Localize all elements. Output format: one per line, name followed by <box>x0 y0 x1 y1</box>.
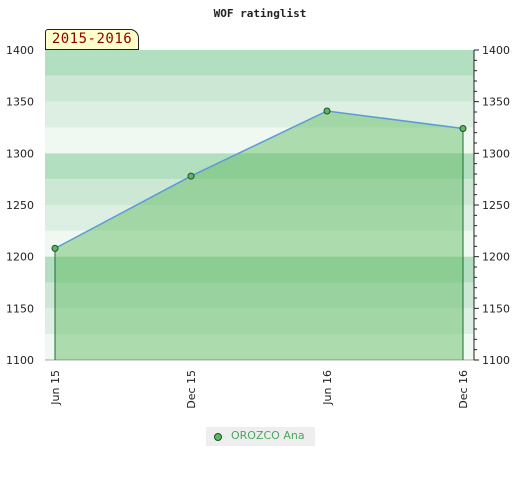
period-label: 2015-2016 <box>51 31 133 47</box>
background-band <box>45 282 474 309</box>
y-tick-label-left: 1200 <box>6 251 34 264</box>
background-band <box>45 256 474 283</box>
y-tick-label-left: 1300 <box>6 147 34 160</box>
data-point <box>51 244 59 252</box>
background-band <box>45 127 474 154</box>
background-band <box>45 205 474 231</box>
marker-drop-lines <box>54 128 464 360</box>
y-tick-label-left: 1350 <box>6 96 34 109</box>
period-badge: 2015-2016 <box>45 29 139 50</box>
background-band <box>45 230 474 257</box>
y-tick-label-right: 1400 <box>482 44 510 57</box>
axes: 1100 1100 1150 1150 1200 1200 1250 1250 1300 1300… <box>6 44 510 409</box>
background-band <box>45 75 474 102</box>
data-point <box>323 107 331 115</box>
y-tick-label-right: 1350 <box>482 96 510 109</box>
background-band <box>45 179 474 205</box>
plot-background-bands <box>45 50 474 360</box>
x-tick-label: Jun 16 <box>321 370 334 406</box>
y-tick-label-left: 1250 <box>6 199 34 212</box>
series-area-fill <box>55 110 463 360</box>
y-tick-label-right: 1100 <box>482 354 510 367</box>
series-area <box>54 110 464 360</box>
y-tick-label-left: 1100 <box>6 354 34 367</box>
y-tick-label-left: 1400 <box>6 44 34 57</box>
series-markers <box>51 107 467 252</box>
y-tick-label-right: 1250 <box>482 199 510 212</box>
y-tick-label-right: 1300 <box>482 147 510 160</box>
series-line <box>54 110 464 250</box>
y-tick-label-right: 1200 <box>482 251 510 264</box>
background-band <box>45 101 474 128</box>
x-tick-label: Dec 16 <box>457 370 470 409</box>
chart-title: WOF ratinglist <box>214 7 307 20</box>
legend-label: OROZCO Ana <box>231 429 305 442</box>
background-band <box>45 153 474 180</box>
background-band <box>45 308 474 335</box>
y-tick-label-left: 1150 <box>6 302 34 315</box>
data-point <box>459 125 467 133</box>
legend[interactable]: OROZCO Ana <box>206 427 315 446</box>
background-band <box>45 50 474 76</box>
x-tick-label: Dec 15 <box>185 370 198 409</box>
data-point <box>187 172 195 180</box>
x-tick-label: Jun 15 <box>49 370 62 406</box>
y-tick-label-right: 1150 <box>482 302 510 315</box>
legend-marker-icon <box>214 433 222 441</box>
background-band <box>45 334 474 360</box>
